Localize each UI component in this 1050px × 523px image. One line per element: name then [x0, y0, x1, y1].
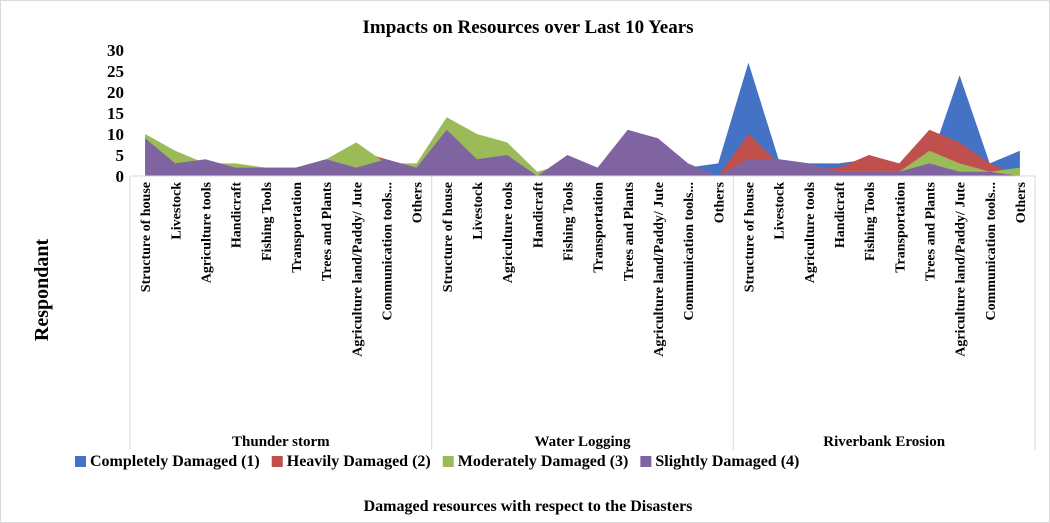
legend-swatch: [75, 456, 86, 467]
x-tick-label: Agriculture land/Paddy/ Jute: [652, 182, 667, 357]
y-tick-label: 0: [116, 167, 125, 186]
legend-label: Completely Damaged (1): [90, 453, 260, 470]
x-tick-label: Agriculture tools: [501, 181, 516, 283]
area: [145, 117, 1020, 176]
x-tick-label: Transportation: [893, 182, 908, 273]
chart-title: Impacts on Resources over Last 10 Years: [362, 17, 693, 38]
x-tick-label: Communication tools...: [984, 182, 999, 320]
y-tick-label: 25: [107, 62, 124, 81]
area: [145, 129, 1020, 176]
x-tick-label: Handicraft: [230, 182, 245, 248]
x-tick-label: Handicraft: [833, 182, 848, 248]
x-tick-label: Livestock: [471, 182, 486, 240]
group-label: Thunder storm: [232, 434, 330, 450]
x-tick-label: Others: [712, 181, 727, 223]
x-tick-label: Fishing Tools: [260, 181, 275, 261]
x-tick-label: Agriculture tools: [803, 181, 818, 283]
x-tick-label: Agriculture land/Paddy/ Jute: [954, 182, 969, 357]
x-tick-label: Handicraft: [531, 182, 546, 248]
x-tick-label: Livestock: [773, 182, 788, 240]
group-label: Riverbank Erosion: [823, 434, 945, 450]
y-tick-label: 5: [116, 146, 125, 165]
legend-label: Moderately Damaged (3): [458, 453, 629, 470]
legend-label: Slightly Damaged (4): [655, 453, 799, 470]
x-tick-label: Livestock: [169, 182, 184, 240]
x-axis-title: Damaged resources with respect to the Di…: [364, 498, 693, 515]
x-tick-label: Communication tools...: [380, 182, 395, 320]
group-label: Water Logging: [535, 434, 631, 450]
x-tick-label: Others: [1014, 181, 1029, 223]
legend-swatch: [442, 456, 454, 467]
y-tick-label: 10: [107, 125, 124, 144]
x-tick-label: Fishing Tools: [863, 181, 878, 261]
x-tick-label: Agriculture tools: [199, 181, 214, 283]
legend-swatch: [640, 456, 652, 467]
x-tick-label: Others: [411, 181, 426, 223]
legend-swatch: [271, 456, 283, 467]
x-tick-label: Trees and Plants: [622, 181, 637, 281]
x-tick-label: Communication tools...: [682, 182, 697, 320]
x-tick-label: Structure of house: [441, 182, 456, 292]
y-axis-title: Respondant: [31, 239, 53, 342]
x-tick-label: Agriculture land/Paddy/ Jute: [350, 182, 365, 357]
y-tick-label: 30: [107, 41, 124, 60]
x-tick-label: Transportation: [592, 182, 607, 273]
x-tick-label: Transportation: [290, 182, 305, 273]
y-tick-label: 20: [107, 83, 124, 102]
x-tick-label: Structure of house: [742, 182, 757, 292]
x-tick-label: Trees and Plants: [320, 181, 335, 281]
y-tick-label: 15: [107, 104, 124, 123]
legend-label: Heavily Damaged (2): [287, 453, 431, 470]
x-tick-label: Structure of house: [139, 182, 154, 292]
x-tick-label: Fishing Tools: [561, 181, 576, 261]
x-tick-label: Trees and Plants: [923, 181, 938, 281]
